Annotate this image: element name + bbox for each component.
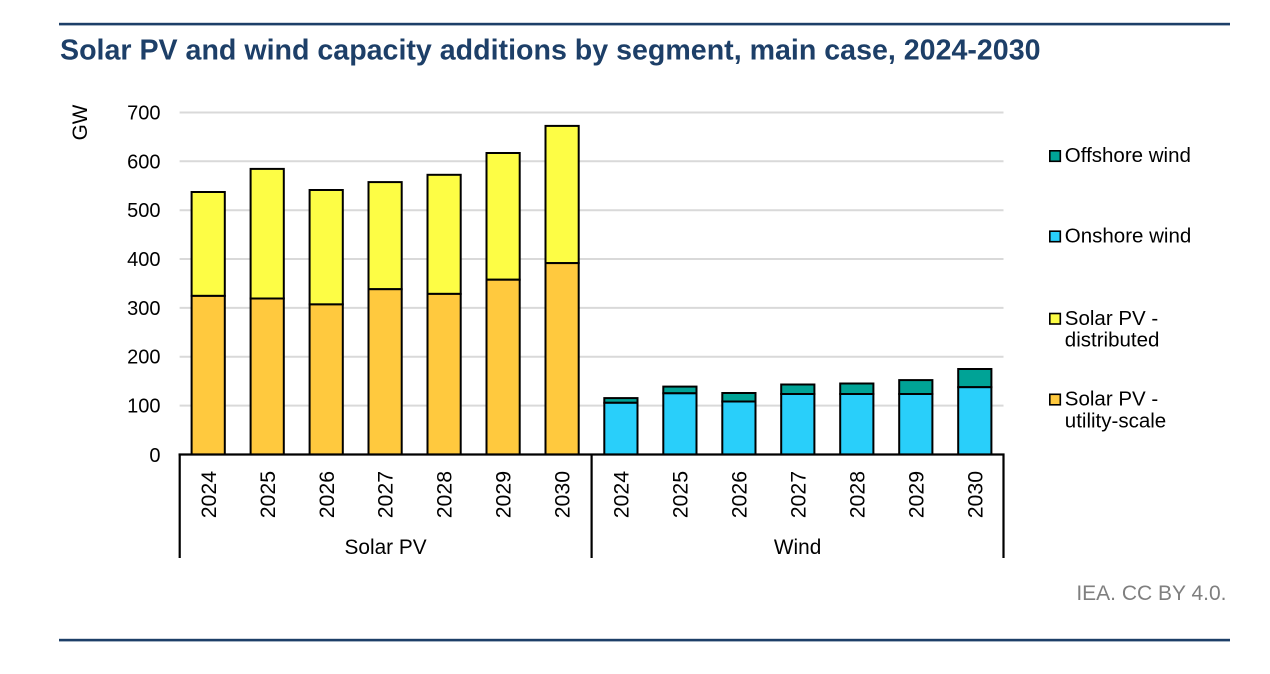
svg-text:0: 0 (149, 445, 160, 467)
svg-text:2028: 2028 (433, 471, 457, 518)
svg-text:2029: 2029 (492, 471, 516, 518)
svg-text:2024: 2024 (197, 471, 221, 519)
svg-text:Solar PV -: Solar PV - (1065, 388, 1158, 411)
svg-text:Onshore wind: Onshore wind (1065, 225, 1191, 248)
svg-text:2029: 2029 (904, 471, 928, 518)
svg-text:2028: 2028 (845, 471, 869, 518)
svg-text:500: 500 (127, 200, 160, 222)
svg-text:2026: 2026 (728, 471, 752, 518)
svg-text:600: 600 (127, 151, 160, 173)
svg-text:IEA. CC BY 4.0.: IEA. CC BY 4.0. (1076, 582, 1226, 605)
svg-text:100: 100 (127, 396, 160, 418)
svg-text:GW: GW (69, 104, 92, 140)
svg-text:Wind: Wind (774, 536, 821, 559)
svg-text:700: 700 (127, 103, 160, 125)
svg-text:2025: 2025 (256, 471, 280, 518)
svg-text:300: 300 (127, 298, 160, 320)
svg-text:2030: 2030 (551, 471, 575, 519)
svg-text:2026: 2026 (315, 471, 339, 518)
svg-text:2030: 2030 (963, 471, 987, 519)
svg-text:2024: 2024 (610, 471, 634, 519)
svg-text:Solar PV and wind capacity add: Solar PV and wind capacity additions by … (60, 35, 1041, 67)
svg-text:Offshore wind: Offshore wind (1065, 144, 1191, 167)
svg-text:Solar PV -: Solar PV - (1065, 307, 1158, 330)
svg-text:400: 400 (127, 249, 160, 271)
svg-text:distributed: distributed (1065, 329, 1160, 352)
svg-text:utility-scale: utility-scale (1065, 410, 1166, 433)
svg-text:Solar PV: Solar PV (345, 536, 427, 559)
svg-text:200: 200 (127, 347, 160, 369)
svg-text:2027: 2027 (786, 471, 810, 518)
svg-text:2027: 2027 (374, 471, 398, 518)
svg-text:2025: 2025 (669, 471, 693, 518)
